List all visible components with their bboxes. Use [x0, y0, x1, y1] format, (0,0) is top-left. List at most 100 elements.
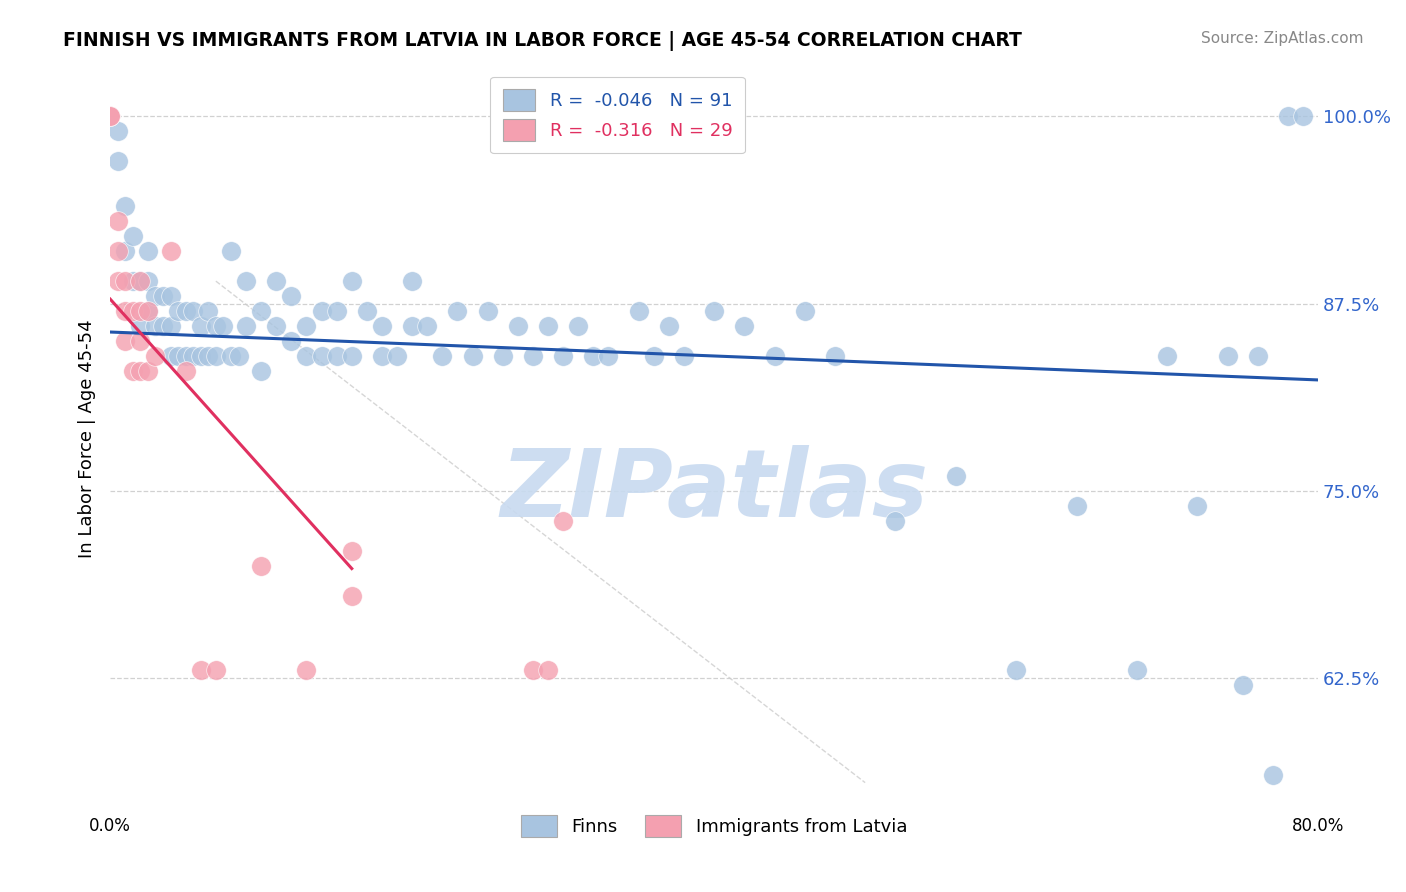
Point: [884, 514, 907, 528]
Point: [98, 110, 121, 124]
Point: [129, 304, 152, 318]
Point: [181, 349, 204, 363]
Point: [235, 274, 257, 288]
Point: [1277, 110, 1299, 124]
Point: [114, 244, 136, 259]
Point: [325, 349, 347, 363]
Text: Source: ZipAtlas.com: Source: ZipAtlas.com: [1201, 31, 1364, 46]
Point: [401, 319, 423, 334]
Point: [167, 349, 190, 363]
Point: [129, 364, 152, 378]
Point: [1261, 768, 1284, 782]
Point: [159, 244, 181, 259]
Point: [205, 319, 228, 334]
Point: [537, 664, 560, 678]
Point: [114, 334, 136, 348]
Point: [371, 349, 394, 363]
Point: [1156, 349, 1178, 363]
Point: [114, 304, 136, 318]
Point: [219, 349, 242, 363]
Point: [205, 349, 228, 363]
Point: [295, 319, 318, 334]
Point: [416, 319, 439, 334]
Point: [121, 304, 143, 318]
Point: [432, 349, 454, 363]
Point: [190, 349, 212, 363]
Point: [522, 664, 544, 678]
Point: [98, 110, 121, 124]
Point: [793, 304, 815, 318]
Point: [250, 364, 273, 378]
Text: FINNISH VS IMMIGRANTS FROM LATVIA IN LABOR FORCE | AGE 45-54 CORRELATION CHART: FINNISH VS IMMIGRANTS FROM LATVIA IN LAB…: [63, 31, 1022, 51]
Point: [461, 349, 484, 363]
Point: [107, 124, 129, 138]
Point: [197, 304, 219, 318]
Point: [537, 319, 560, 334]
Point: [145, 319, 167, 334]
Point: [114, 199, 136, 213]
Point: [280, 334, 302, 348]
Point: [763, 349, 786, 363]
Point: [212, 319, 235, 334]
Point: [129, 274, 152, 288]
Point: [1066, 499, 1088, 513]
Point: [627, 304, 650, 318]
Point: [1005, 664, 1028, 678]
Point: [181, 304, 204, 318]
Text: ZIPatlas: ZIPatlas: [501, 445, 928, 537]
Point: [250, 304, 273, 318]
Point: [136, 244, 159, 259]
Point: [1187, 499, 1209, 513]
Point: [567, 319, 589, 334]
Point: [733, 319, 755, 334]
Point: [280, 289, 302, 303]
Point: [250, 558, 273, 573]
Point: [295, 349, 318, 363]
Point: [174, 349, 197, 363]
Point: [401, 274, 423, 288]
Point: [492, 349, 515, 363]
Point: [205, 664, 228, 678]
Point: [136, 304, 159, 318]
Point: [325, 304, 347, 318]
Point: [598, 349, 620, 363]
Y-axis label: In Labor Force | Age 45-54: In Labor Force | Age 45-54: [79, 319, 96, 558]
Point: [159, 289, 181, 303]
Point: [264, 319, 287, 334]
Point: [152, 319, 174, 334]
Point: [121, 364, 143, 378]
Legend: Finns, Immigrants from Latvia: Finns, Immigrants from Latvia: [515, 808, 914, 845]
Point: [340, 274, 363, 288]
Point: [152, 289, 174, 303]
Point: [1232, 678, 1254, 692]
Point: [228, 349, 250, 363]
Point: [129, 334, 152, 348]
Point: [159, 319, 181, 334]
Point: [295, 664, 318, 678]
Point: [1126, 664, 1149, 678]
Point: [107, 154, 129, 169]
Point: [553, 514, 575, 528]
Point: [553, 349, 575, 363]
Point: [643, 349, 665, 363]
Point: [340, 349, 363, 363]
Point: [174, 364, 197, 378]
Point: [385, 349, 408, 363]
Point: [356, 304, 378, 318]
Point: [311, 349, 333, 363]
Point: [107, 274, 129, 288]
Point: [107, 244, 129, 259]
Point: [672, 349, 695, 363]
Point: [136, 274, 159, 288]
Point: [114, 274, 136, 288]
Point: [1216, 349, 1239, 363]
Point: [311, 304, 333, 318]
Point: [167, 304, 190, 318]
Point: [136, 364, 159, 378]
Point: [219, 244, 242, 259]
Point: [136, 304, 159, 318]
Point: [340, 589, 363, 603]
Point: [129, 274, 152, 288]
Point: [197, 349, 219, 363]
Point: [446, 304, 468, 318]
